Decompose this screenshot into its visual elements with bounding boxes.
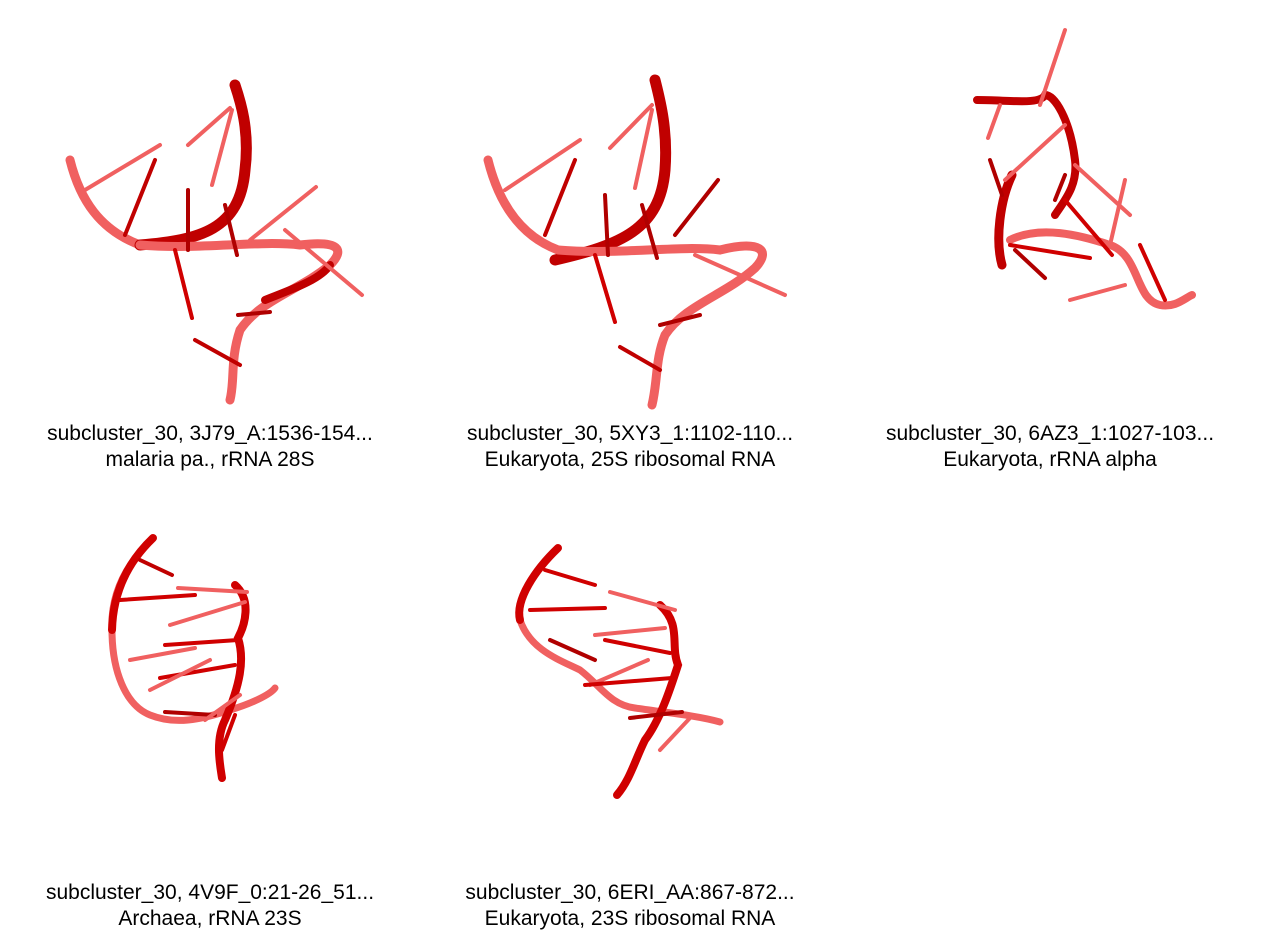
caption-subtitle: Eukaryota, 25S ribosomal RNA xyxy=(484,448,776,471)
caption-title: subcluster_30, 6ERI_AA:867-872... xyxy=(465,881,795,904)
structure-panel-3j79: subcluster_30, 3J79_A:1536-154... malari… xyxy=(0,0,420,480)
caption-subtitle: malaria pa., rRNA 28S xyxy=(105,448,315,471)
structure-caption: subcluster_30, 6AZ3_1:1027-103... Eukary… xyxy=(840,421,1260,473)
caption-title: subcluster_30, 5XY3_1:1102-110... xyxy=(466,422,794,445)
caption-subtitle: Eukaryota, 23S ribosomal RNA xyxy=(484,907,776,930)
rna-structure-render xyxy=(65,79,364,405)
rna-structure-render xyxy=(483,74,787,410)
structure-panel-6az3: subcluster_30, 6AZ3_1:1027-103... Eukary… xyxy=(840,0,1260,480)
caption-subtitle: Archaea, rRNA 23S xyxy=(118,907,302,930)
caption-subtitle: Eukaryota, rRNA alpha xyxy=(943,448,1157,471)
structure-panel-5xy3: subcluster_30, 5XY3_1:1102-110... Eukary… xyxy=(420,0,840,480)
structure-caption: subcluster_30, 3J79_A:1536-154... malari… xyxy=(0,421,420,473)
rna-structure-render xyxy=(515,544,724,799)
caption-title: subcluster_30, 4V9F_0:21-26_51... xyxy=(45,881,375,904)
rna-structure-render xyxy=(108,534,279,782)
structure-panel-6eri: subcluster_30, 6ERI_AA:867-872... Eukary… xyxy=(420,460,840,940)
structure-caption: subcluster_30, 5XY3_1:1102-110... Eukary… xyxy=(420,421,840,473)
structure-panel-4v9f: subcluster_30, 4V9F_0:21-26_51... Archae… xyxy=(0,460,420,940)
structure-caption: subcluster_30, 4V9F_0:21-26_51... Archae… xyxy=(0,880,420,932)
structure-caption: subcluster_30, 6ERI_AA:867-872... Eukary… xyxy=(420,880,840,932)
rna-structure-render xyxy=(973,28,1196,310)
caption-title: subcluster_30, 6AZ3_1:1027-103... xyxy=(885,422,1215,445)
caption-title: subcluster_30, 3J79_A:1536-154... xyxy=(47,422,373,445)
